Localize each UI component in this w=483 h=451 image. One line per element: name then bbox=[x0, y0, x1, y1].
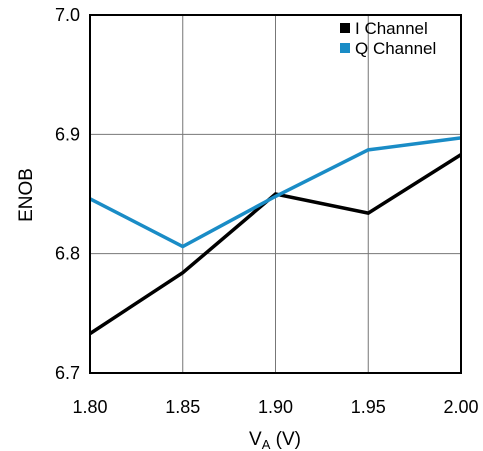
x-tick-label: 1.85 bbox=[165, 397, 200, 417]
y-tick-label: 6.7 bbox=[55, 363, 80, 383]
x-tick-label: 1.80 bbox=[72, 397, 107, 417]
q-channel-legend-label: Q Channel bbox=[355, 39, 436, 58]
series-lines bbox=[89, 136, 462, 336]
q-channel-line bbox=[89, 136, 462, 249]
y-tick-labels: 6.7 6.8 6.9 7.0 bbox=[55, 5, 80, 383]
y-axis-title: ENOB bbox=[16, 168, 37, 222]
x-axis-title: VA (V) bbox=[249, 429, 301, 451]
y-tick-label: 6.8 bbox=[55, 244, 80, 264]
x-tick-label: 2.00 bbox=[443, 397, 478, 417]
i-channel-line bbox=[89, 153, 462, 336]
i-channel-legend-swatch bbox=[340, 23, 350, 33]
plot-frame bbox=[89, 14, 462, 374]
x-axis-title-unit: (V) bbox=[270, 429, 301, 450]
x-axis-title-subscript: A bbox=[262, 437, 271, 451]
x-tick-label: 1.95 bbox=[351, 397, 386, 417]
i-channel-legend-label: I Channel bbox=[355, 19, 428, 38]
x-axis-title-main: V bbox=[249, 429, 262, 450]
y-tick-label: 7.0 bbox=[55, 5, 80, 25]
q-channel-legend-swatch bbox=[340, 43, 350, 53]
x-tick-labels: 1.80 1.85 1.90 1.95 2.00 bbox=[72, 397, 478, 417]
x-tick-label: 1.90 bbox=[258, 397, 293, 417]
y-tick-label: 6.9 bbox=[55, 124, 80, 144]
